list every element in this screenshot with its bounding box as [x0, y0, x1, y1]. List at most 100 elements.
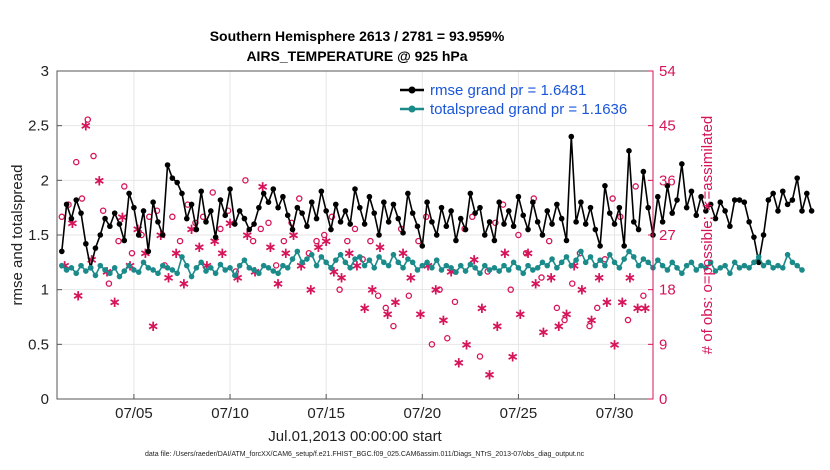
- series-point: [73, 270, 80, 277]
- obs-possible-point: [632, 183, 639, 190]
- series-point: [347, 221, 353, 227]
- series-point: [731, 197, 738, 203]
- obs-assimilated-point: ∗: [216, 245, 229, 262]
- y2-tick-label: 54: [659, 63, 676, 80]
- series-point: [313, 262, 320, 269]
- series-point: [443, 262, 450, 269]
- series-point: [779, 188, 786, 195]
- obs-assimilated-point: ∗: [585, 312, 598, 329]
- series-point: [366, 193, 373, 200]
- series-point: [256, 270, 262, 277]
- series-point: [289, 256, 296, 262]
- series-point: [135, 269, 142, 275]
- series-point: [304, 256, 310, 262]
- series-point: [640, 256, 647, 262]
- obs-assimilated-point: ∗: [601, 294, 614, 311]
- series-point: [606, 251, 613, 258]
- obs-assimilated-point: ∗: [414, 306, 427, 323]
- series-point: [208, 265, 214, 271]
- obs-assimilated-point: ∗: [491, 318, 504, 335]
- series-point: [616, 204, 623, 211]
- obs-assimilated-point: ∗: [358, 300, 371, 317]
- series-point: [256, 204, 262, 211]
- legend-spread-marker: [408, 105, 416, 113]
- obs-assimilated-point: ∗: [80, 118, 93, 135]
- series-point: [688, 259, 695, 266]
- obs-assimilated-point: ∗: [453, 355, 466, 372]
- series-point: [332, 201, 339, 208]
- obs-possible-point: [153, 207, 161, 214]
- series-point: [775, 262, 781, 269]
- obs-possible-point: [553, 304, 561, 312]
- series-point: [159, 232, 166, 238]
- x-tick-label: 07/20: [404, 405, 442, 422]
- series-point: [698, 193, 704, 200]
- series-point: [116, 273, 123, 280]
- obs-assimilated-point: ∗: [404, 270, 417, 287]
- series-point: [472, 210, 478, 216]
- series-point: [246, 226, 253, 233]
- series-point: [549, 256, 555, 262]
- grid: [57, 71, 653, 399]
- series-point: [381, 259, 387, 266]
- y-tick-label: 2.5: [28, 118, 49, 135]
- obs-assimilated-point: ∗: [178, 276, 191, 293]
- series-point: [111, 210, 118, 216]
- series-point: [784, 201, 791, 208]
- series-point: [630, 254, 637, 260]
- obs-assimilated-point: ∗: [608, 336, 621, 353]
- series-point: [246, 265, 253, 271]
- series-point: [193, 226, 200, 233]
- obs-assimilated-point: ∗: [545, 270, 558, 287]
- obs-possible-point: [469, 213, 476, 221]
- series-point: [789, 197, 796, 203]
- series-point: [597, 243, 603, 249]
- y-axis-ticks: 0 0.5 1 1.5 2 2.5 3: [28, 63, 62, 408]
- obs-possible-point: [593, 304, 601, 312]
- y2-axis-ticks: 0 9 18 27 36 45 54: [648, 63, 676, 408]
- obs-possible-point: [169, 213, 176, 221]
- series-point: [342, 259, 349, 266]
- series-point: [150, 199, 156, 205]
- series-point: [573, 219, 579, 225]
- series-point: [323, 208, 329, 214]
- series-point: [722, 208, 728, 214]
- series-point: [563, 237, 570, 244]
- series-point: [693, 267, 700, 273]
- series-point: [481, 262, 488, 269]
- series-point: [409, 210, 416, 216]
- series-point: [155, 270, 161, 277]
- series-point: [794, 175, 800, 181]
- series-point: [198, 259, 204, 266]
- obs-assimilated-point: ∗: [499, 245, 512, 262]
- obs-possible-point: [217, 225, 224, 233]
- obs-possible-point: [382, 304, 390, 312]
- series-point: [414, 267, 421, 273]
- series-point: [59, 248, 65, 255]
- series-point: [544, 262, 551, 269]
- series-point: [299, 210, 305, 216]
- obs-assimilated-point: ∗: [162, 270, 175, 287]
- series-point: [217, 261, 224, 268]
- series-point: [400, 265, 406, 271]
- series-point: [169, 267, 176, 273]
- series-point: [78, 262, 84, 269]
- series-point: [284, 265, 291, 271]
- series-point: [73, 197, 80, 203]
- series-point: [606, 210, 613, 216]
- obs-possible-point: [84, 116, 92, 123]
- series-point: [486, 267, 493, 273]
- series-point: [602, 262, 608, 269]
- y-tick-label: 2: [41, 172, 49, 189]
- obs-possible-point: [90, 152, 97, 160]
- series-point: [611, 221, 618, 227]
- series-point: [385, 219, 392, 225]
- series-point: [784, 251, 791, 258]
- series-point: [530, 267, 536, 273]
- series-point: [83, 268, 89, 274]
- obs-assimilated-point: ∗: [185, 221, 198, 238]
- series-point: [621, 256, 627, 262]
- series-point: [260, 190, 267, 197]
- series-point: [457, 262, 464, 269]
- obs-assimilated-point: ∗: [320, 233, 333, 250]
